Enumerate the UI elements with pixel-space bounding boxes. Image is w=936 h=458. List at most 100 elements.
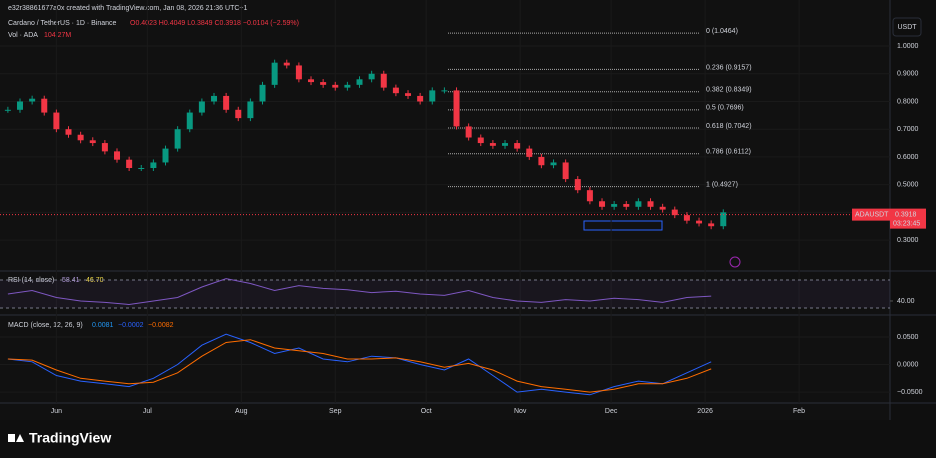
candle-body: [586, 190, 593, 202]
candle-body: [659, 206, 666, 210]
x-tick-label: 2026: [697, 408, 713, 415]
rsi-band-fill: [0, 279, 890, 308]
candle-body: [174, 129, 181, 149]
brand: TradingView: [29, 430, 111, 446]
x-tick-label: Nov: [514, 408, 527, 415]
plot-area: [0, 0, 890, 420]
symbol-tag: ADAUSDT: [855, 211, 889, 218]
candle-body: [162, 148, 169, 163]
macd-value: 0.0081: [92, 322, 114, 329]
candle-body: [186, 112, 193, 130]
y-tick-label: 1.0000: [897, 43, 919, 50]
logo: [8, 434, 24, 442]
x-tick-label: Aug: [235, 408, 248, 415]
candle-body: [683, 215, 690, 221]
macd-value: −0.0082: [148, 322, 174, 329]
footer: [0, 420, 936, 458]
candle-body: [271, 62, 278, 85]
candle-body: [308, 79, 315, 83]
countdown: 03:23:45: [893, 220, 920, 227]
candle-body: [502, 143, 509, 146]
y-tick-label: 40.00: [897, 298, 915, 305]
x-tick-label: Jul: [143, 408, 152, 415]
candle-body: [235, 109, 242, 119]
candle-body: [77, 134, 84, 141]
y-tick-label: 0.7000: [897, 126, 919, 133]
x-tick-label: Dec: [605, 408, 618, 415]
candle-body: [89, 140, 96, 144]
fib-label: 0.618 (0.7042): [706, 123, 752, 130]
fib-label: 1 (0.4927): [706, 181, 738, 188]
candle-body: [635, 201, 642, 207]
last-price: 0.3918: [895, 211, 917, 218]
candle-body: [211, 95, 218, 102]
y-tick-label: 0.0000: [897, 361, 919, 368]
candle-body: [526, 148, 533, 157]
candle-body: [126, 159, 133, 168]
candle-body: [198, 101, 205, 113]
candle-body: [295, 65, 302, 80]
volume-label: Vol · ADA: [8, 32, 38, 39]
candle-body: [65, 129, 72, 135]
x-tick-label: Oct: [421, 408, 432, 415]
candle-body: [441, 90, 448, 92]
alert-icon[interactable]: [729, 256, 741, 268]
x-tick-label: Feb: [793, 408, 805, 415]
rsi-line: [7, 278, 712, 306]
x-tick-label: Jun: [51, 408, 62, 415]
candle-body: [489, 143, 496, 146]
candle-body: [465, 126, 472, 138]
candle-body: [696, 220, 703, 224]
candle-body: [392, 87, 399, 94]
logo-mark: [8, 434, 15, 442]
x-tick-label: Sep: [329, 408, 342, 415]
macd-title: MACD (close, 12, 26, 9): [8, 322, 83, 329]
fib-label: 0.786 (0.6112): [706, 149, 751, 156]
fib-label: 0.5 (0.7696): [706, 105, 744, 112]
currency[interactable]: USDT: [897, 24, 917, 31]
candle-body: [29, 98, 36, 102]
candle-body: [599, 201, 606, 207]
y-tick-label: 0.8000: [897, 98, 919, 105]
candle-body: [538, 156, 545, 166]
candle-body: [368, 73, 375, 80]
ohlc: O0.4023 H0.4049 L0.3849 C0.3918 −0.0104 …: [130, 20, 299, 27]
candle-body: [332, 84, 339, 88]
macd-value: −0.0002: [118, 322, 144, 329]
candle-body: [320, 82, 327, 85]
candle-body: [259, 84, 266, 102]
candle-body: [344, 84, 351, 88]
candle-body: [114, 151, 121, 160]
y-tick-label: 0.0500: [897, 334, 919, 341]
volume-value: 104.27M: [44, 32, 71, 39]
rsi-value: 58.41: [62, 277, 80, 284]
rsi-value: 46.70: [86, 277, 104, 284]
candle-body: [623, 204, 630, 207]
symbol-title: Cardano / TetherUS · 1D · Binance: [8, 20, 117, 27]
candle-body: [574, 179, 581, 191]
candle-body: [53, 112, 60, 130]
candle-body: [477, 137, 484, 144]
logo-mark: [16, 434, 24, 442]
candle-body: [380, 73, 387, 88]
y-tick-label: 0.3000: [897, 237, 919, 244]
candle-body: [611, 204, 618, 207]
candle-body: [101, 143, 108, 152]
fib-label: 0.382 (0.8349): [706, 87, 752, 94]
currency-box[interactable]: [892, 17, 922, 37]
candle-body: [17, 101, 24, 110]
y-tick-label: −0.0500: [897, 389, 923, 396]
candle-body: [562, 162, 569, 180]
candle-body: [283, 62, 290, 66]
fib-label: 0 (1.0464): [706, 28, 738, 35]
candle-body: [550, 162, 557, 166]
candle-body: [223, 95, 230, 110]
candle-body: [453, 90, 460, 127]
candle-body: [138, 168, 145, 169]
y-tick-label: 0.6000: [897, 154, 919, 161]
watermark: e32r38861677a0x created with TradingView…: [8, 5, 247, 12]
candle-body: [429, 90, 436, 102]
candle-body: [150, 162, 157, 168]
highlight-box: [583, 220, 663, 231]
